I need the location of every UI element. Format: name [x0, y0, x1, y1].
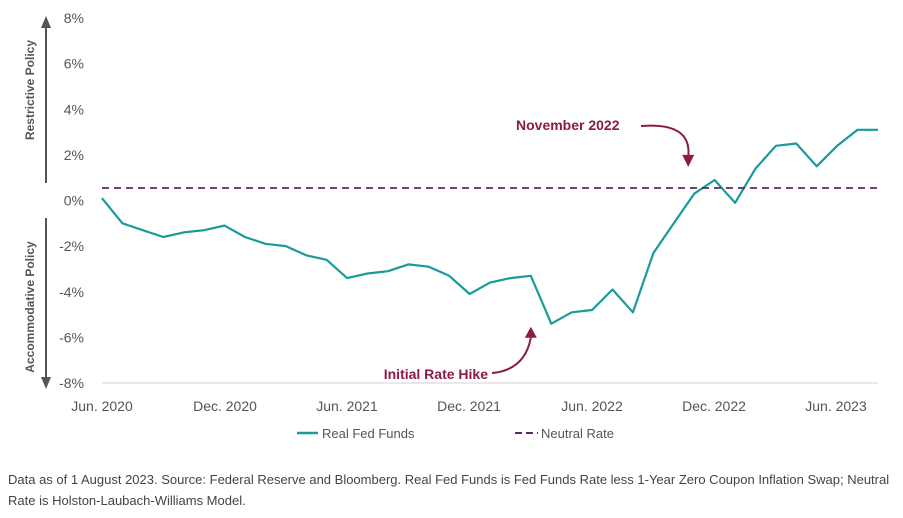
restrictive-policy-label: Restrictive Policy: [23, 40, 37, 140]
y-tick-label: 8%: [64, 10, 84, 26]
x-tick-labels: Jun. 2020 Dec. 2020 Jun. 2021 Dec. 2021 Jun.…: [71, 398, 867, 414]
initial-rate-hike-arrow-head: [524, 326, 537, 338]
legend-label-real-fed-funds: Real Fed Funds: [322, 426, 415, 441]
accommodative-policy-label: Accommodative Policy: [23, 241, 37, 373]
y-tick-label: 4%: [64, 101, 84, 117]
y-tick-label: -8%: [59, 375, 84, 391]
x-tick-label: Dec. 2020: [193, 398, 257, 414]
restrictive-arrow-head: [41, 16, 51, 28]
x-tick-label: Dec. 2021: [437, 398, 501, 414]
x-tick-label: Jun. 2020: [71, 398, 133, 414]
x-tick-label: Jun. 2021: [316, 398, 378, 414]
line-chart: Restrictive Policy Accommodative Policy 8…: [23, 10, 878, 441]
annotations: November 2022 Initial Rate Hike: [384, 117, 695, 382]
y-tick-label: 2%: [64, 147, 84, 163]
accommodative-arrow-head: [41, 377, 51, 389]
x-tick-label: Jun. 2022: [561, 398, 623, 414]
y-tick-label: 0%: [64, 193, 84, 209]
november-2022-annotation: November 2022: [516, 117, 620, 133]
y-tick-label: -2%: [59, 238, 84, 254]
legend: Real Fed Funds Neutral Rate: [297, 426, 614, 441]
real-fed-funds-line: [101, 128, 878, 325]
policy-axis-arrows: Restrictive Policy Accommodative Policy: [23, 16, 51, 389]
y-tick-label: -4%: [59, 284, 84, 300]
initial-rate-hike-annotation: Initial Rate Hike: [384, 366, 488, 382]
series-lines: [101, 128, 878, 325]
november-2022-arrow: [640, 124, 690, 157]
y-tick-label: 6%: [64, 56, 84, 72]
x-tick-label: Jun. 2023: [805, 398, 867, 414]
y-tick-label: -6%: [59, 329, 84, 345]
footnote: Data as of 1 August 2023. Source: Federa…: [8, 472, 890, 508]
legend-label-neutral-rate: Neutral Rate: [541, 426, 614, 441]
initial-rate-hike-arrow: [491, 337, 532, 374]
y-tick-labels: 8% 6% 4% 2% 0% -2% -4% -6% -8%: [59, 10, 84, 391]
x-tick-label: Dec. 2022: [682, 398, 746, 414]
november-2022-arrow-head: [682, 154, 695, 167]
